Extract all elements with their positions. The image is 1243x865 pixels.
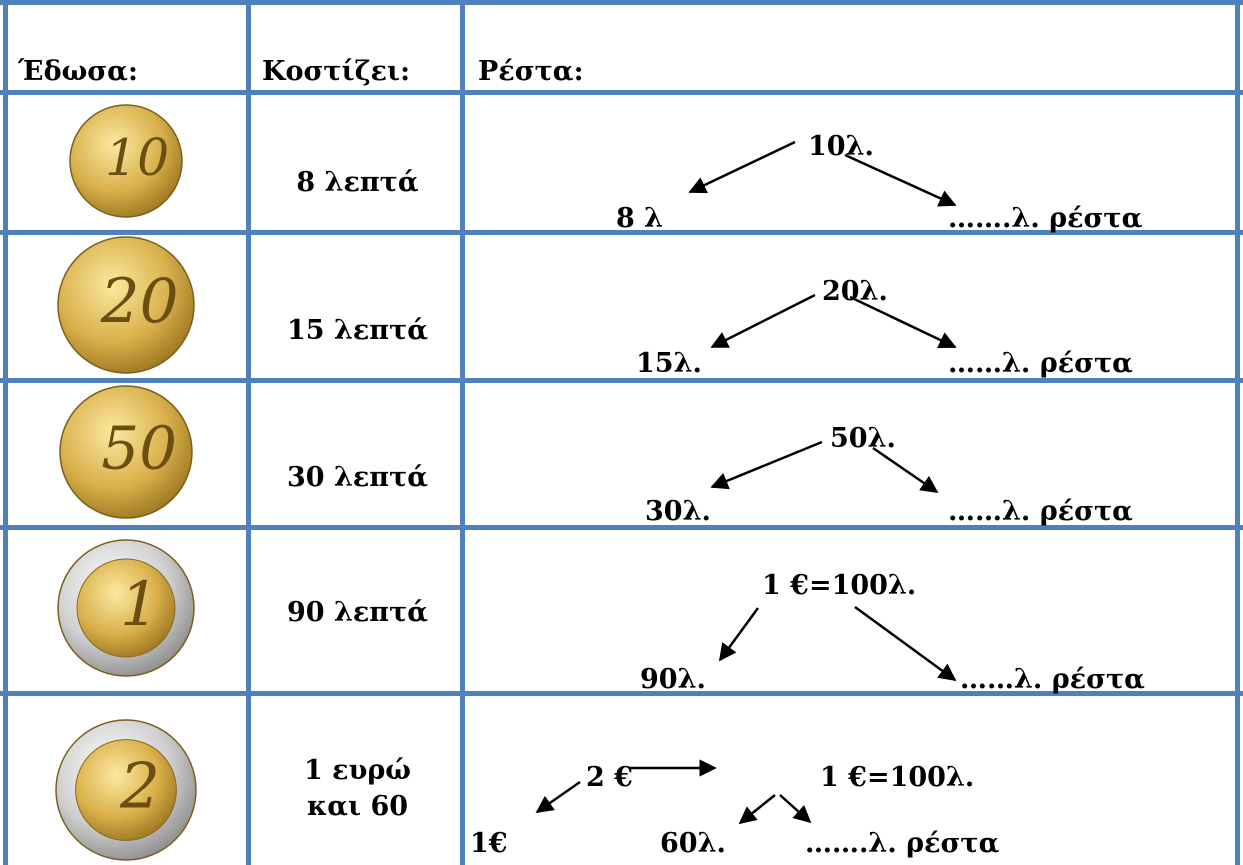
border bbox=[1235, 0, 1240, 865]
coin: 1 bbox=[57, 539, 195, 677]
border bbox=[0, 691, 1243, 696]
amount: 1 €=100λ. bbox=[820, 762, 975, 793]
cost-line: και 60 bbox=[306, 791, 409, 823]
border bbox=[460, 0, 465, 865]
coin-value: 20 bbox=[100, 266, 179, 337]
cost: 30 λεπτά bbox=[253, 460, 462, 496]
amount: ……λ. ρέστα bbox=[948, 348, 1133, 379]
header-cell: Ρέστα: bbox=[478, 56, 584, 87]
header-cell: Κοστίζει: bbox=[262, 56, 411, 87]
cost: 15 λεπτά bbox=[253, 313, 462, 349]
coin-value: 10 bbox=[105, 128, 169, 187]
amount: 8 λ bbox=[616, 203, 664, 234]
arrows bbox=[535, 140, 957, 825]
border bbox=[0, 230, 1243, 235]
coin-value: 2 bbox=[119, 750, 160, 823]
amount: 1 €=100λ. bbox=[762, 570, 917, 601]
coin-rim bbox=[69, 104, 183, 218]
amount: 10λ. bbox=[808, 131, 874, 162]
coin: 20 bbox=[57, 236, 195, 374]
amount: ……λ. ρέστα bbox=[960, 664, 1145, 695]
border bbox=[0, 525, 1243, 530]
amount: 50λ. bbox=[830, 423, 896, 454]
border bbox=[3, 0, 8, 865]
amount: 20λ. bbox=[822, 276, 888, 307]
coin: 2 bbox=[55, 719, 197, 861]
cost-line: 15 λεπτά bbox=[286, 315, 429, 346]
border bbox=[0, 0, 1243, 5]
border bbox=[0, 90, 1243, 95]
amount: …….λ. ρέστα bbox=[948, 203, 1143, 234]
amount: 90λ. bbox=[640, 664, 706, 695]
amount: 2 € bbox=[586, 762, 633, 793]
amount: 30λ. bbox=[645, 496, 711, 527]
border bbox=[0, 378, 1243, 383]
coin-value: 50 bbox=[101, 415, 177, 484]
coin-rim bbox=[59, 385, 193, 519]
cost-line: 90 λεπτά bbox=[286, 597, 429, 628]
cost-line: 1 ευρώ bbox=[304, 755, 411, 786]
border bbox=[246, 0, 251, 865]
coin-rim bbox=[57, 236, 195, 374]
cost: 8 λεπτά bbox=[253, 165, 462, 201]
amount: …….λ. ρέστα bbox=[805, 828, 1000, 859]
coin-core bbox=[75, 739, 177, 841]
amount: 1€ bbox=[470, 828, 508, 859]
coin-core bbox=[76, 558, 176, 658]
cost: 1 ευρώ και 60 bbox=[253, 753, 462, 826]
amount: ……λ. ρέστα bbox=[948, 496, 1133, 527]
coin: 10 bbox=[69, 104, 183, 218]
coin: 50 bbox=[59, 385, 193, 519]
coin-value: 1 bbox=[120, 569, 159, 640]
amount: 15λ. bbox=[636, 348, 702, 379]
header-cell: Έδωσα: bbox=[18, 56, 138, 87]
amount: 60λ. bbox=[660, 828, 726, 859]
cost: 90 λεπτά bbox=[253, 595, 462, 631]
cost-line: 8 λεπτά bbox=[296, 167, 419, 198]
cost-line: 30 λεπτά bbox=[286, 462, 429, 493]
